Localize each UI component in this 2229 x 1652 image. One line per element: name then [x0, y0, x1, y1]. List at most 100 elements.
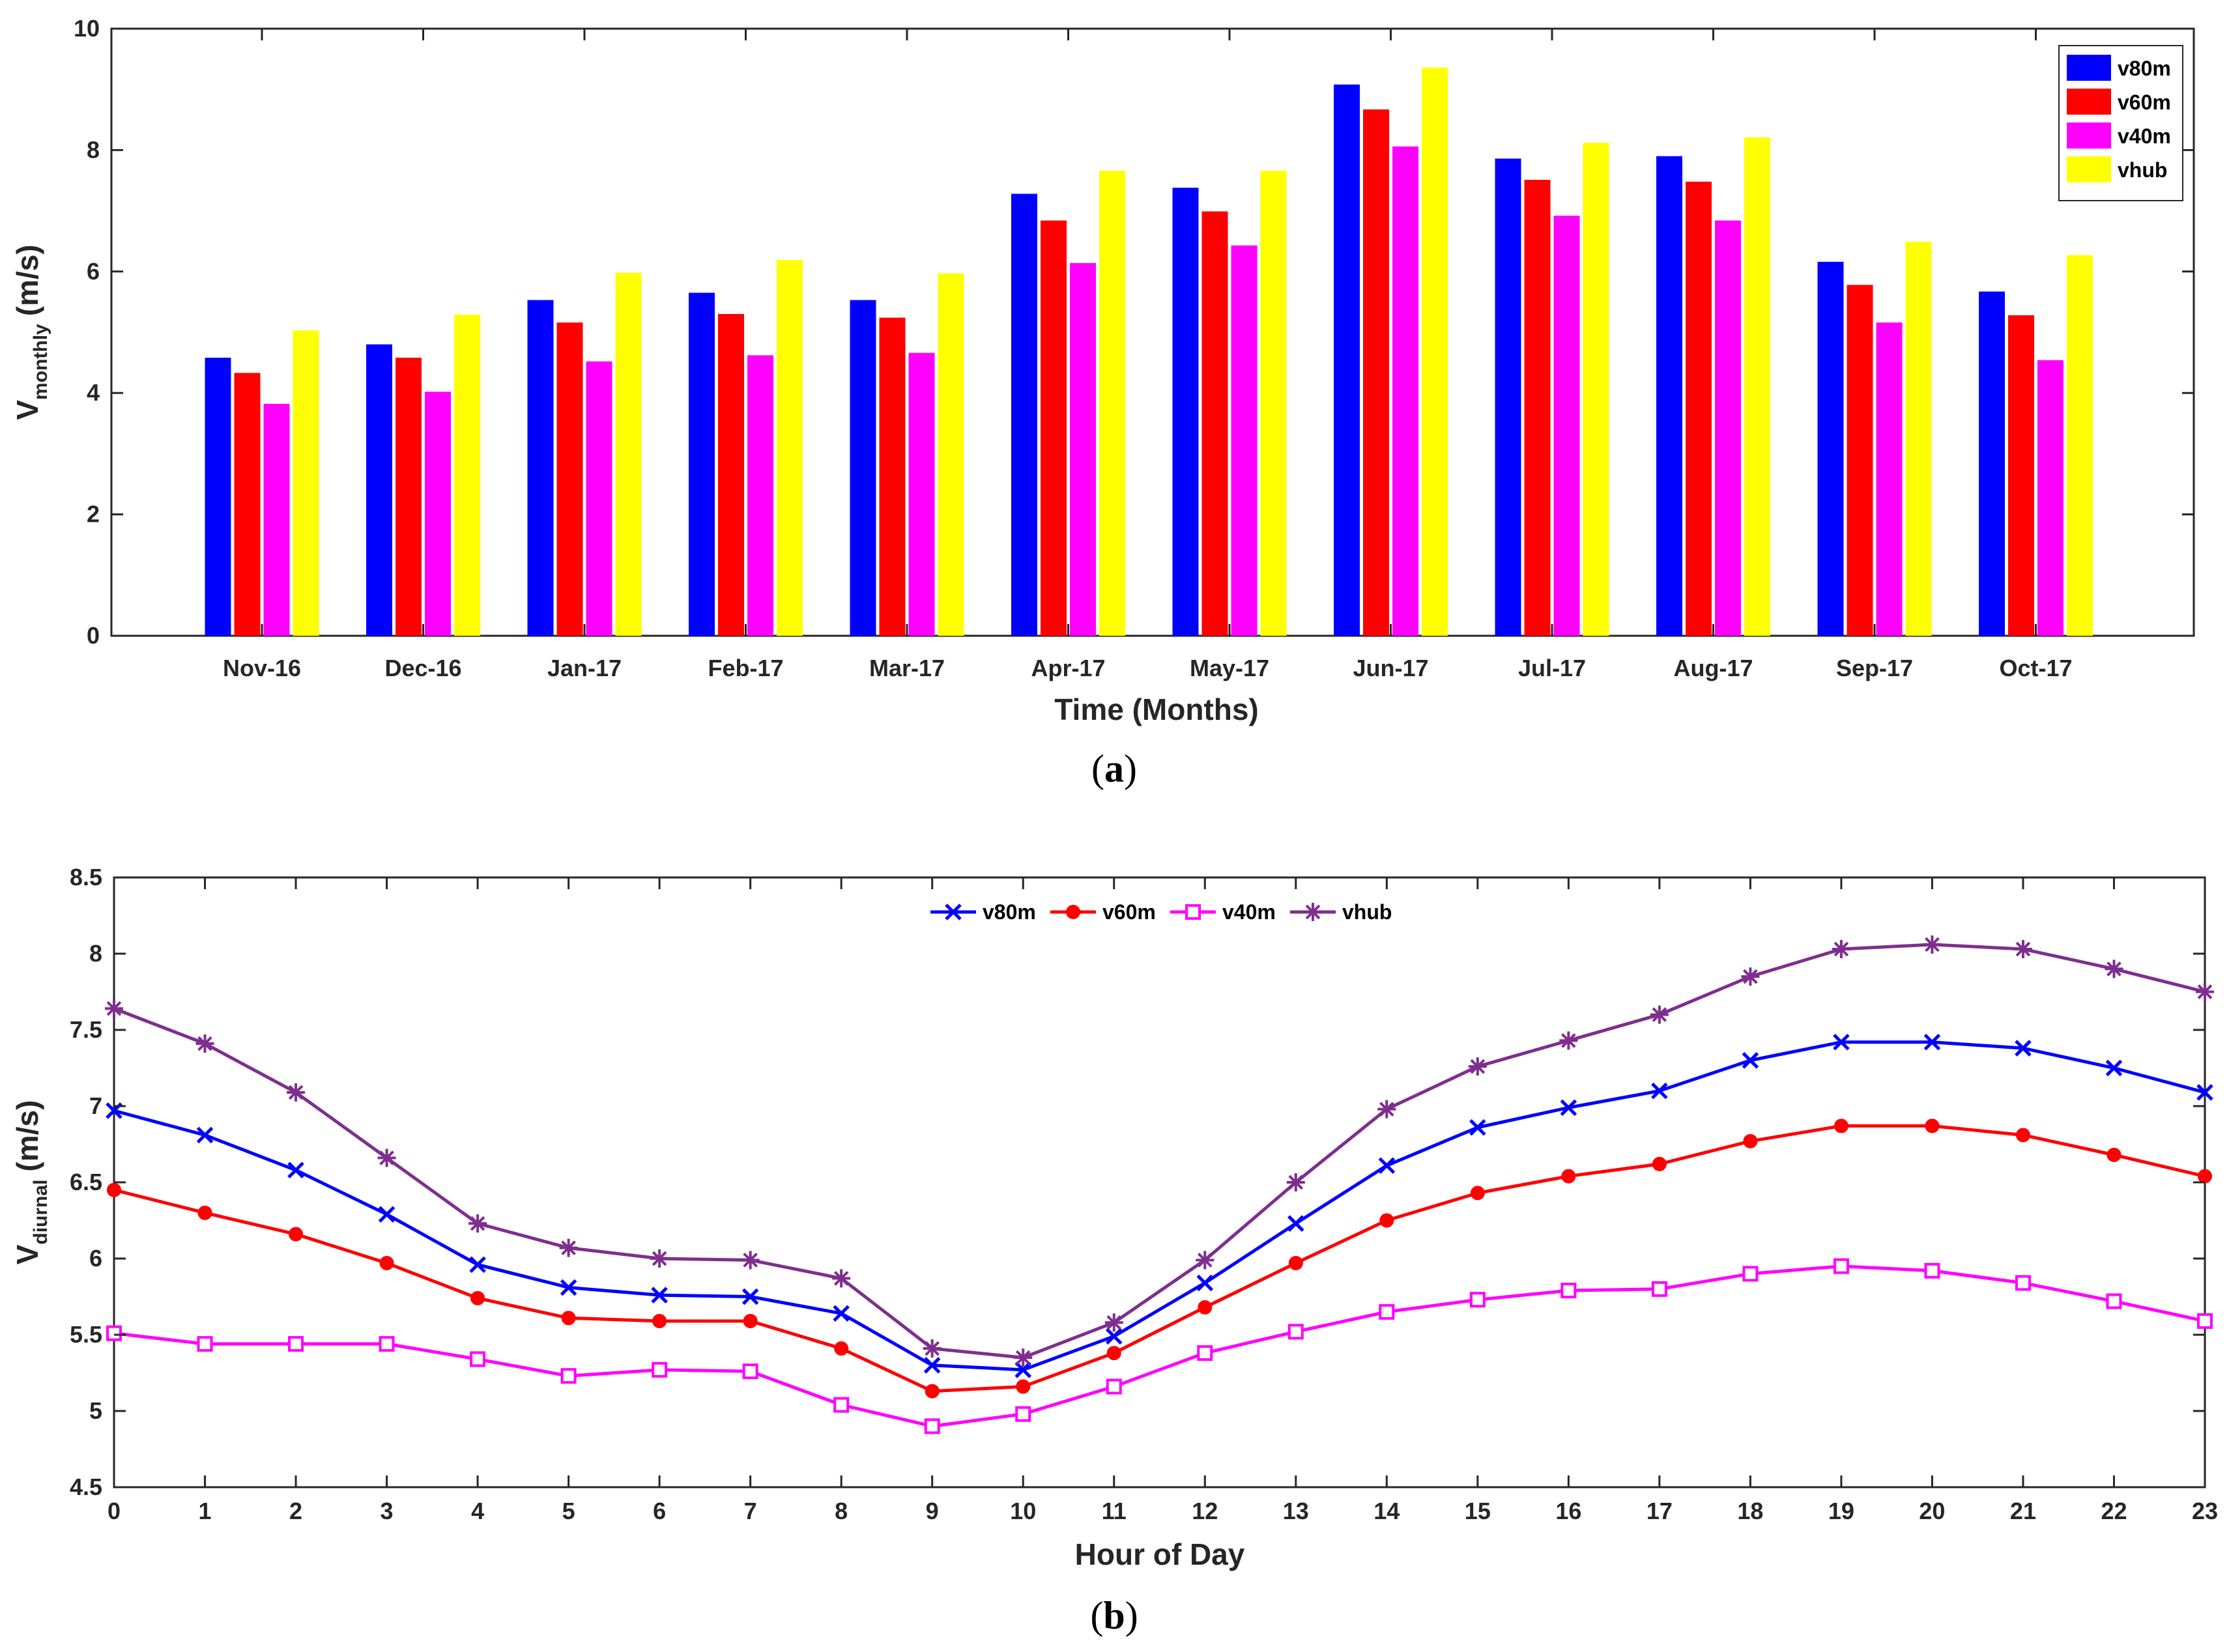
- svg-text:Vdiurnal(m/s): Vdiurnal (m/s): [10, 1100, 51, 1265]
- point-v40m-h14: [1379, 1303, 1395, 1320]
- x-tick-label: 8: [835, 1498, 848, 1524]
- x-tick-label: 15: [1465, 1498, 1491, 1524]
- point-vhub-h17: [1650, 1005, 1669, 1024]
- point-vhub-h20: [1923, 935, 1942, 954]
- x-tick-label: 20: [1919, 1498, 1945, 1524]
- point-v80m-h5: [560, 1279, 577, 1296]
- point-v80m-h17: [1651, 1082, 1668, 1100]
- bar-v60m-Jan-17: [556, 322, 583, 636]
- bar-v40m-Feb-17: [747, 355, 773, 636]
- x-tick-label: Jul-17: [1518, 655, 1586, 681]
- legend-swatch-v80m: [2067, 55, 2111, 81]
- point-v80m-h2: [287, 1161, 304, 1179]
- bar-v40m-Sep-17: [1876, 322, 1903, 636]
- x-tick-label: Mar-17: [869, 655, 945, 681]
- point-v40m-h23: [2197, 1313, 2213, 1329]
- point-v40m-h17: [1651, 1281, 1667, 1297]
- point-v80m-h9: [923, 1357, 941, 1374]
- bar-v60m-Dec-16: [395, 358, 422, 636]
- x-tick-label: 22: [2101, 1498, 2127, 1524]
- x-tick-label: 4: [471, 1498, 484, 1524]
- panel-b-y-ticks: 4.5 5 5.5 6 6.5 7 7.5 8 8.5: [70, 864, 2205, 1500]
- bar-v40m-Aug-17: [1715, 220, 1741, 636]
- legend-label-v80m: v80m: [983, 900, 1036, 924]
- y-tick-label: 7: [89, 1092, 102, 1119]
- x-tick-label: 1: [199, 1498, 212, 1524]
- point-vhub-h5: [559, 1238, 578, 1257]
- point-vhub-h19: [1832, 939, 1850, 958]
- point-v60m-h17: [1652, 1156, 1667, 1171]
- point-vhub-h12: [1196, 1251, 1215, 1270]
- bar-vhub-Nov-16: [293, 330, 319, 636]
- bar-v40m-May-17: [1231, 245, 1258, 636]
- panel-b-caption-close: ): [1125, 1594, 1138, 1637]
- point-v40m-h13: [1287, 1324, 1304, 1340]
- bar-v60m-Aug-17: [1686, 181, 1712, 636]
- bar-v80m-Jun-17: [1334, 84, 1360, 636]
- legend-label-vhub: vhub: [2118, 158, 2167, 182]
- bar-v60m-May-17: [1201, 211, 1228, 636]
- panel-a-monthly-bar-chart: 0 2 4 6 8 10 Nov-16 Dec-16 Jan-17 Feb-17 Mar-17 Ap…: [10, 15, 2195, 790]
- x-tick-label: 10: [1010, 1498, 1036, 1524]
- panel-b-caption-letter: b: [1103, 1594, 1125, 1637]
- y-tick-label: 4.5: [70, 1474, 102, 1500]
- svg-text:Vmonthly(m/s): Vmonthly (m/s): [10, 244, 51, 420]
- panel-b-legend: v80m v60m v40m vhub: [930, 900, 1392, 924]
- point-v80m-h21: [2015, 1040, 2032, 1057]
- bar-v40m-Dec-16: [425, 392, 451, 636]
- point-v60m-h12: [1198, 1300, 1213, 1315]
- point-vhub-h15: [1468, 1057, 1487, 1076]
- y-tick-label: 4: [87, 379, 100, 406]
- legend-label-v60m: v60m: [2118, 91, 2171, 114]
- point-v40m-h4: [470, 1351, 486, 1367]
- bar-vhub-Jan-17: [615, 272, 642, 636]
- x-tick-label: May-17: [1190, 655, 1269, 681]
- point-v40m-h1: [197, 1336, 213, 1352]
- bar-vhub-Oct-17: [2067, 255, 2093, 636]
- bar-v80m-May-17: [1172, 188, 1199, 636]
- y-tick-label: 8.5: [70, 864, 102, 890]
- legend-marker-v60m: [1066, 905, 1080, 919]
- bar-v40m-Jan-17: [586, 361, 612, 636]
- y-tick-label: 8: [89, 940, 102, 967]
- panel-a-caption-letter: a: [1104, 747, 1124, 790]
- y-tick-label: 7.5: [70, 1016, 102, 1043]
- panel-a-ylabel-sub: monthly: [30, 324, 51, 400]
- x-tick-label: Feb-17: [708, 655, 783, 681]
- point-vhub-h4: [468, 1214, 487, 1233]
- point-vhub-h3: [377, 1148, 396, 1167]
- x-tick-label: 2: [289, 1498, 302, 1524]
- bar-v80m-Feb-17: [689, 292, 715, 636]
- bar-vhub-Dec-16: [454, 314, 480, 636]
- point-vhub-h0: [105, 999, 123, 1018]
- x-tick-label: 5: [562, 1498, 575, 1524]
- bar-v80m-Apr-17: [1011, 193, 1037, 636]
- point-v40m-h5: [560, 1368, 577, 1384]
- x-tick-label: 23: [2192, 1498, 2218, 1524]
- panel-a-y-axis-label: Vmonthly (m/s): [10, 244, 51, 420]
- bar-vhub-Jun-17: [1422, 67, 1448, 636]
- bar-vhub-Aug-17: [1744, 137, 1770, 636]
- point-vhub-h7: [741, 1251, 760, 1270]
- point-v40m-h19: [1833, 1258, 1849, 1274]
- bar-vhub-Mar-17: [938, 273, 964, 636]
- panel-b-caption: (b): [1090, 1594, 1138, 1637]
- point-v60m-h13: [1288, 1256, 1303, 1271]
- point-v80m-h14: [1378, 1157, 1396, 1175]
- point-v60m-h7: [743, 1313, 758, 1328]
- panel-b-plot-area: [113, 876, 2206, 1488]
- point-v80m-h13: [1287, 1215, 1304, 1232]
- bar-v80m-Sep-17: [1817, 261, 1844, 636]
- point-vhub-h9: [923, 1339, 942, 1358]
- panel-b-ylabel-sub: diurnal: [30, 1180, 51, 1245]
- point-v80m-h7: [741, 1288, 759, 1305]
- y-tick-label: 8: [87, 136, 100, 163]
- point-v60m-h22: [2107, 1147, 2121, 1162]
- point-v40m-h21: [2015, 1275, 2031, 1291]
- point-v40m-h16: [1560, 1283, 1577, 1299]
- point-vhub-h13: [1286, 1173, 1305, 1191]
- panel-a-caption: (a): [1091, 747, 1137, 790]
- bar-v80m-Mar-17: [850, 300, 876, 636]
- panel-a-caption-open: (: [1091, 747, 1104, 790]
- bar-v80m-Aug-17: [1656, 156, 1682, 636]
